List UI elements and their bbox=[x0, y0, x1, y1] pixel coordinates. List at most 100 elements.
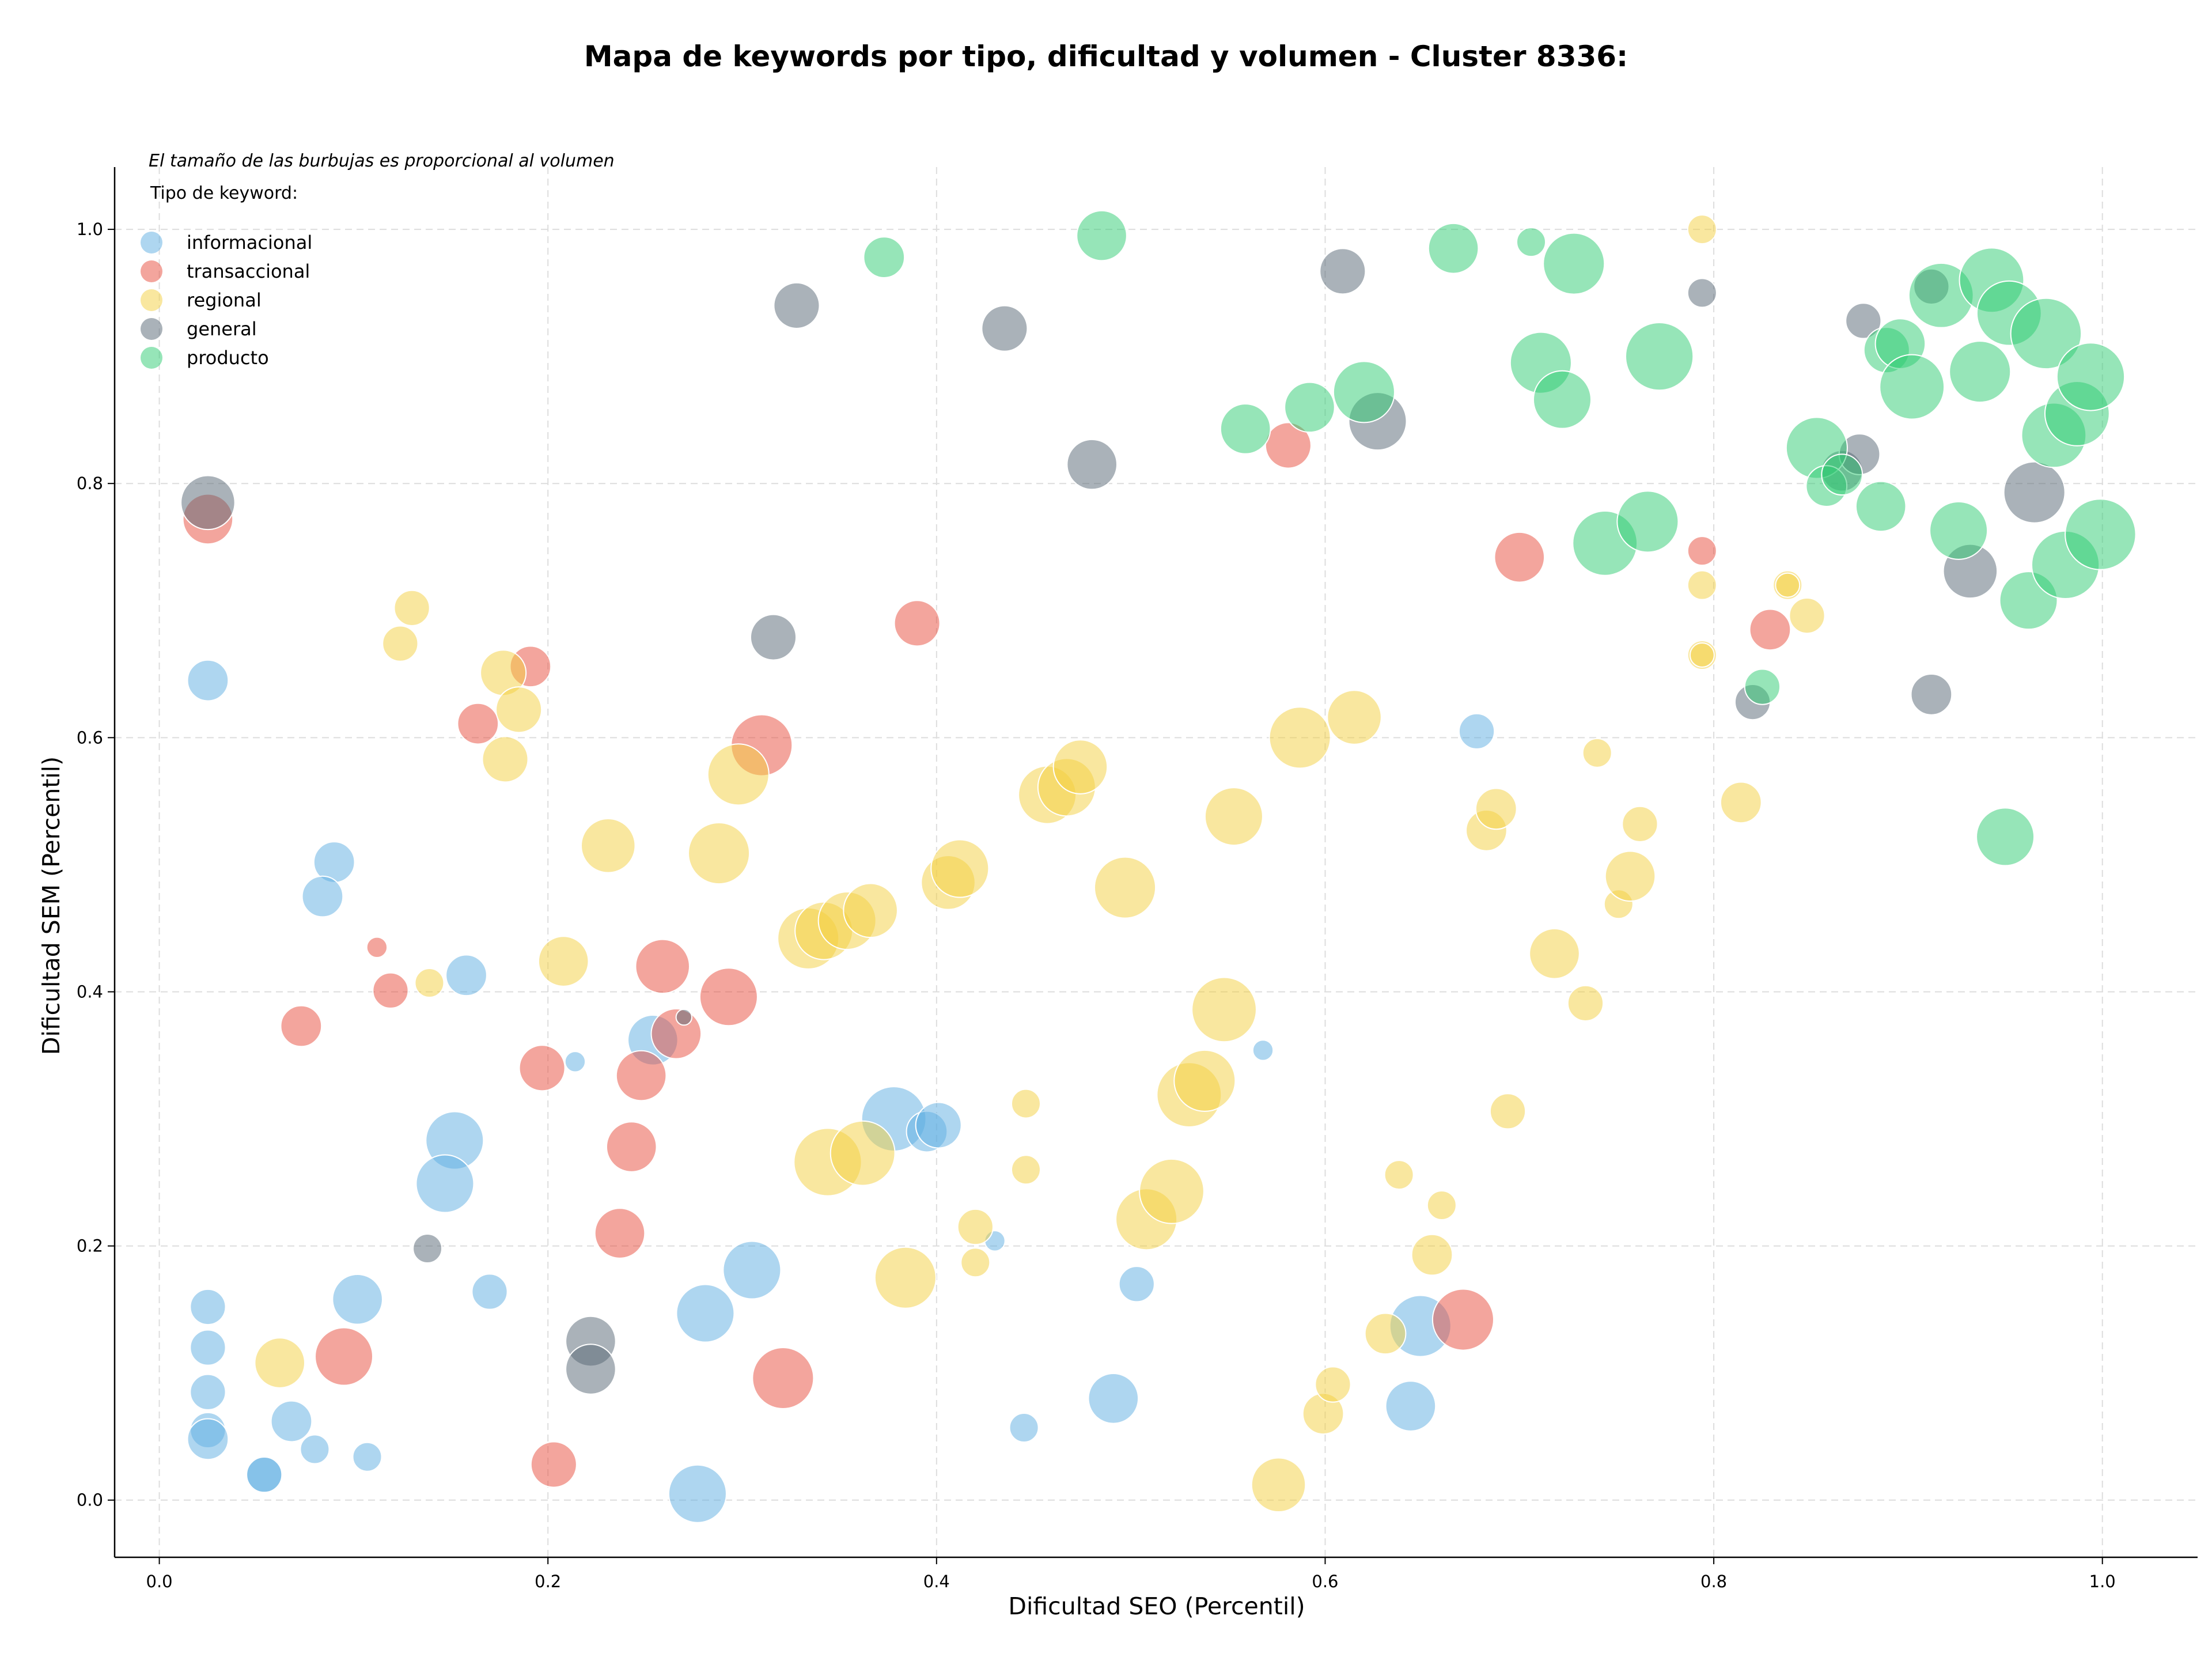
bubble-regional bbox=[1604, 850, 1656, 902]
bubble-regional bbox=[1364, 1312, 1407, 1355]
bubble-regional bbox=[382, 625, 419, 662]
bubble-producto bbox=[1949, 340, 2012, 403]
bubble-regional bbox=[843, 883, 898, 939]
bubble-informacional bbox=[301, 875, 344, 918]
chart-title: Mapa de keywords por tipo, dificultad y … bbox=[584, 40, 1628, 73]
bubble-producto bbox=[1332, 361, 1395, 423]
bubble-transaccional bbox=[1431, 1288, 1494, 1351]
bubble-general bbox=[1319, 248, 1366, 295]
bubble-regional bbox=[1719, 781, 1762, 824]
bubble-general bbox=[773, 282, 820, 329]
bubble-regional bbox=[393, 589, 430, 626]
bubble-informacional bbox=[270, 1400, 313, 1443]
bubble-general bbox=[180, 475, 236, 531]
bubble-regional bbox=[1204, 787, 1263, 846]
bubble-regional bbox=[581, 818, 636, 873]
bubble-informacional bbox=[246, 1456, 283, 1493]
bubble-general bbox=[981, 305, 1028, 352]
x-tick-label: 0.2 bbox=[535, 1572, 561, 1591]
bubble-producto bbox=[2056, 342, 2126, 411]
bubble-regional bbox=[1327, 690, 1382, 745]
bubble-producto bbox=[1855, 480, 1907, 532]
bubble-producto bbox=[1427, 222, 1479, 274]
bubble-informacional bbox=[352, 1441, 382, 1472]
bubble-regional bbox=[414, 968, 445, 998]
bubble-regional bbox=[1093, 856, 1157, 919]
x-tick-label: 0.4 bbox=[923, 1572, 950, 1591]
legend: informacional transaccional regional genera… bbox=[141, 232, 312, 369]
bubble-transaccional bbox=[594, 1208, 646, 1259]
bubble-regional bbox=[1011, 1088, 1041, 1119]
bubble-regional bbox=[707, 743, 770, 806]
bubble-regional bbox=[1582, 737, 1612, 768]
bubble-regional bbox=[688, 822, 751, 885]
bubble-informacional bbox=[190, 1288, 226, 1326]
bubble-informacional bbox=[471, 1273, 508, 1310]
bubble-producto bbox=[1879, 354, 1945, 420]
bubble-transaccional bbox=[1687, 536, 1717, 566]
y-tick-label: 0.2 bbox=[77, 1236, 103, 1256]
legend-marker-producto bbox=[141, 347, 162, 369]
y-axis-label: Dificultad SEM (Percentil) bbox=[37, 756, 65, 1055]
bubble-producto bbox=[1929, 501, 1988, 560]
y-tick-label: 0.4 bbox=[77, 982, 103, 1001]
axes: 0.0 0.2 0.4 0.6 0.8 1.0 0.0 0.2 0.4 0.6 0.8 1.0 bbox=[77, 167, 2198, 1591]
bubble-informacional bbox=[668, 1464, 727, 1523]
bubble-transaccional bbox=[280, 1005, 323, 1047]
bubble-general bbox=[1845, 302, 1882, 339]
bubble-informacional bbox=[445, 954, 487, 997]
bubble-general bbox=[1687, 278, 1717, 308]
bubble-transaccional bbox=[1264, 422, 1312, 469]
bubble-regional bbox=[482, 736, 529, 783]
bubble-regional bbox=[1529, 928, 1580, 979]
bubble-transaccional bbox=[605, 1121, 657, 1172]
legend-label-informacional: informacional bbox=[187, 232, 312, 253]
bubble-transaccional bbox=[366, 936, 388, 958]
bubble-informacional bbox=[300, 1434, 330, 1465]
bubble-regional bbox=[1191, 977, 1257, 1043]
legend-label-regional: regional bbox=[187, 289, 262, 311]
plot-area bbox=[180, 210, 2137, 1523]
x-tick-label: 0.0 bbox=[146, 1572, 173, 1591]
bubble-regional bbox=[960, 1247, 991, 1278]
bubble-informacional bbox=[187, 659, 229, 702]
bubble-general bbox=[749, 614, 797, 661]
bubble-regional bbox=[1567, 985, 1604, 1021]
bubble-informacional bbox=[1118, 1266, 1155, 1303]
bubble-regional bbox=[1052, 739, 1108, 794]
legend-title: Tipo de keyword: bbox=[150, 183, 298, 203]
legend-marker-informacional bbox=[141, 232, 162, 253]
bubble-producto bbox=[1543, 232, 1605, 295]
bubble-informacional bbox=[1458, 713, 1495, 750]
bubble-regional bbox=[1687, 570, 1717, 600]
bubble-producto bbox=[1616, 490, 1679, 553]
bubble-regional bbox=[1426, 1190, 1457, 1221]
bubble-transaccional bbox=[699, 967, 758, 1027]
bubble-regional bbox=[1687, 214, 1717, 245]
bubble-regional bbox=[1775, 572, 1801, 598]
bubble-general bbox=[1066, 438, 1118, 490]
bubble-regional bbox=[1251, 1457, 1306, 1513]
bubble-transaccional bbox=[635, 939, 690, 994]
bubble-producto bbox=[1744, 668, 1781, 705]
bubble-regional bbox=[537, 936, 589, 987]
bubble-general bbox=[675, 1008, 693, 1026]
bubble-regional bbox=[957, 1208, 994, 1246]
size-note: El tamaño de las burbujas es proporciona… bbox=[149, 151, 615, 171]
bubble-informacional bbox=[190, 1329, 226, 1366]
bubble-producto bbox=[1516, 227, 1547, 258]
bubble-transaccional bbox=[615, 1050, 667, 1102]
legend-marker-regional bbox=[141, 289, 162, 311]
bubble-transaccional bbox=[752, 1346, 815, 1410]
y-tick-label: 1.0 bbox=[77, 220, 103, 239]
bubble-informacional bbox=[676, 1284, 735, 1343]
bubble-regional bbox=[1315, 1366, 1351, 1403]
bubble-general bbox=[2003, 461, 2066, 524]
bubble-regional bbox=[1173, 1049, 1236, 1112]
bubble-informacional bbox=[190, 1374, 226, 1410]
bubble-regional bbox=[1139, 1158, 1205, 1224]
y-tick-label: 0.6 bbox=[77, 728, 103, 747]
bubble-transaccional bbox=[1749, 608, 1791, 651]
bubble-regional bbox=[1011, 1155, 1041, 1185]
